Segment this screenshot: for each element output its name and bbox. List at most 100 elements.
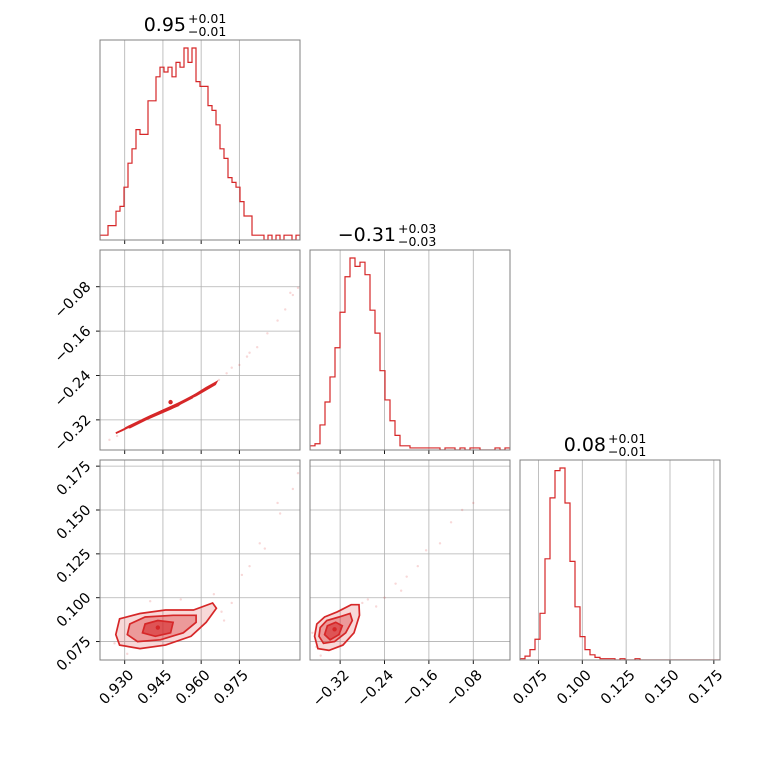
x-tick-label: 0.175 (686, 667, 727, 708)
scatter-point (276, 501, 279, 505)
scatter-point (291, 487, 295, 491)
y-tick-label: 0.075 (54, 634, 95, 675)
panel-title-minus: −0.01 (608, 444, 646, 459)
panel-frame (99, 39, 301, 241)
histogram-p0 (100, 47, 300, 240)
scatter-point (230, 366, 233, 369)
contour-line (141, 619, 175, 638)
panel-frame (519, 459, 721, 661)
scatter-point (225, 372, 228, 375)
scatter-point (472, 501, 475, 505)
scatter-point (424, 549, 428, 552)
panel-frame (99, 249, 301, 451)
x-tick-label: 0.945 (135, 667, 176, 708)
y-tick-label: −0.32 (52, 412, 95, 455)
panel-frame (309, 459, 511, 661)
density-peak (155, 625, 161, 630)
plot-area (108, 286, 300, 442)
scatter-point (248, 564, 251, 568)
scatter-point (460, 508, 464, 512)
scatter-point (115, 434, 119, 438)
scatter-point (266, 332, 269, 335)
contour-line (323, 621, 344, 641)
panel-title-plus: +0.03 (398, 221, 436, 236)
panel-title-value: 0.08 (564, 434, 606, 456)
y-tick-label: 0.150 (54, 502, 95, 543)
scatter-point (361, 601, 364, 605)
scatter-point (108, 438, 111, 442)
x-tick-label: −0.08 (443, 667, 486, 710)
scatter-point (179, 598, 182, 601)
scatter-point (113, 642, 116, 645)
panel-title-value: −0.31 (338, 224, 396, 246)
scatter-point (148, 600, 152, 603)
x-tick-label: 0.125 (598, 667, 639, 708)
panel-frame (309, 249, 511, 451)
grid (339, 250, 474, 450)
y-tick-label: −0.16 (52, 323, 95, 366)
plot-area (520, 467, 720, 660)
density-peak (168, 399, 173, 405)
scatter-cloud (113, 471, 300, 656)
scatter-point (366, 598, 370, 601)
contour-line (114, 601, 218, 650)
scatter-point (217, 378, 221, 382)
grid (538, 460, 715, 660)
scatter-point (291, 293, 295, 297)
plot-area (310, 257, 510, 450)
scatter-point (319, 654, 322, 657)
scatter-point (278, 512, 282, 515)
scatter-point (374, 605, 378, 608)
scatter-point (394, 582, 397, 585)
scatter-point (238, 363, 241, 367)
scatter-point (284, 308, 287, 311)
scatter-point (311, 631, 314, 635)
scatter-point (438, 542, 442, 545)
scatter-point (449, 521, 453, 524)
contour-line (126, 614, 197, 643)
scatter-point (240, 573, 244, 577)
scatter-point (248, 351, 251, 354)
x-tick-label: −0.16 (399, 667, 442, 710)
plot-area (311, 501, 475, 657)
scatter-point (416, 564, 419, 568)
x-tick-label: −0.32 (310, 667, 353, 710)
scatter-point (263, 547, 267, 550)
panel-title-plus: +0.01 (608, 431, 646, 446)
x-tick-label: −0.24 (354, 667, 397, 710)
scatter-cloud (108, 286, 300, 442)
scatter-point (296, 471, 300, 475)
scatter-point (222, 619, 226, 622)
y-tick-label: 0.100 (54, 590, 95, 631)
x-tick-label: 0.960 (173, 667, 214, 708)
scatter-point (383, 596, 386, 599)
scatter-panel-p0-p1: −0.32−0.24−0.16−0.08 (52, 249, 301, 455)
scatter-point (258, 542, 261, 545)
contour-line (142, 402, 182, 421)
histogram-panel-p0: 0.95 +0.01−0.01 (99, 11, 301, 244)
histogram-p1 (310, 257, 510, 450)
y-tick-label: −0.24 (52, 368, 95, 411)
x-tick-label: 0.150 (642, 667, 683, 708)
scatter-point (399, 589, 403, 592)
histogram-panel-p2: 0.08 +0.01−0.01 0.075 0.100 0.125 0.150 0.175 (510, 431, 726, 708)
y-tick-label: −0.08 (52, 279, 95, 322)
x-tick-label: 0.975 (211, 667, 252, 708)
scatter-point (255, 345, 259, 349)
scatter-point (230, 601, 233, 605)
scatter-panel-p1-p2: −0.32 −0.24 −0.16 −0.08 (309, 459, 511, 710)
scatter-point (276, 319, 279, 322)
scatter-cloud (311, 501, 475, 657)
grid (124, 40, 240, 240)
scatter-point (405, 575, 408, 578)
panel-title-minus: −0.01 (188, 24, 226, 39)
plot-area (113, 471, 300, 656)
panel-title-value: 0.95 (144, 14, 186, 36)
scatter-point (220, 610, 223, 613)
scatter-point (245, 355, 249, 358)
contour-line (313, 603, 361, 652)
plot-area (100, 47, 300, 240)
histogram-p2 (520, 467, 720, 660)
